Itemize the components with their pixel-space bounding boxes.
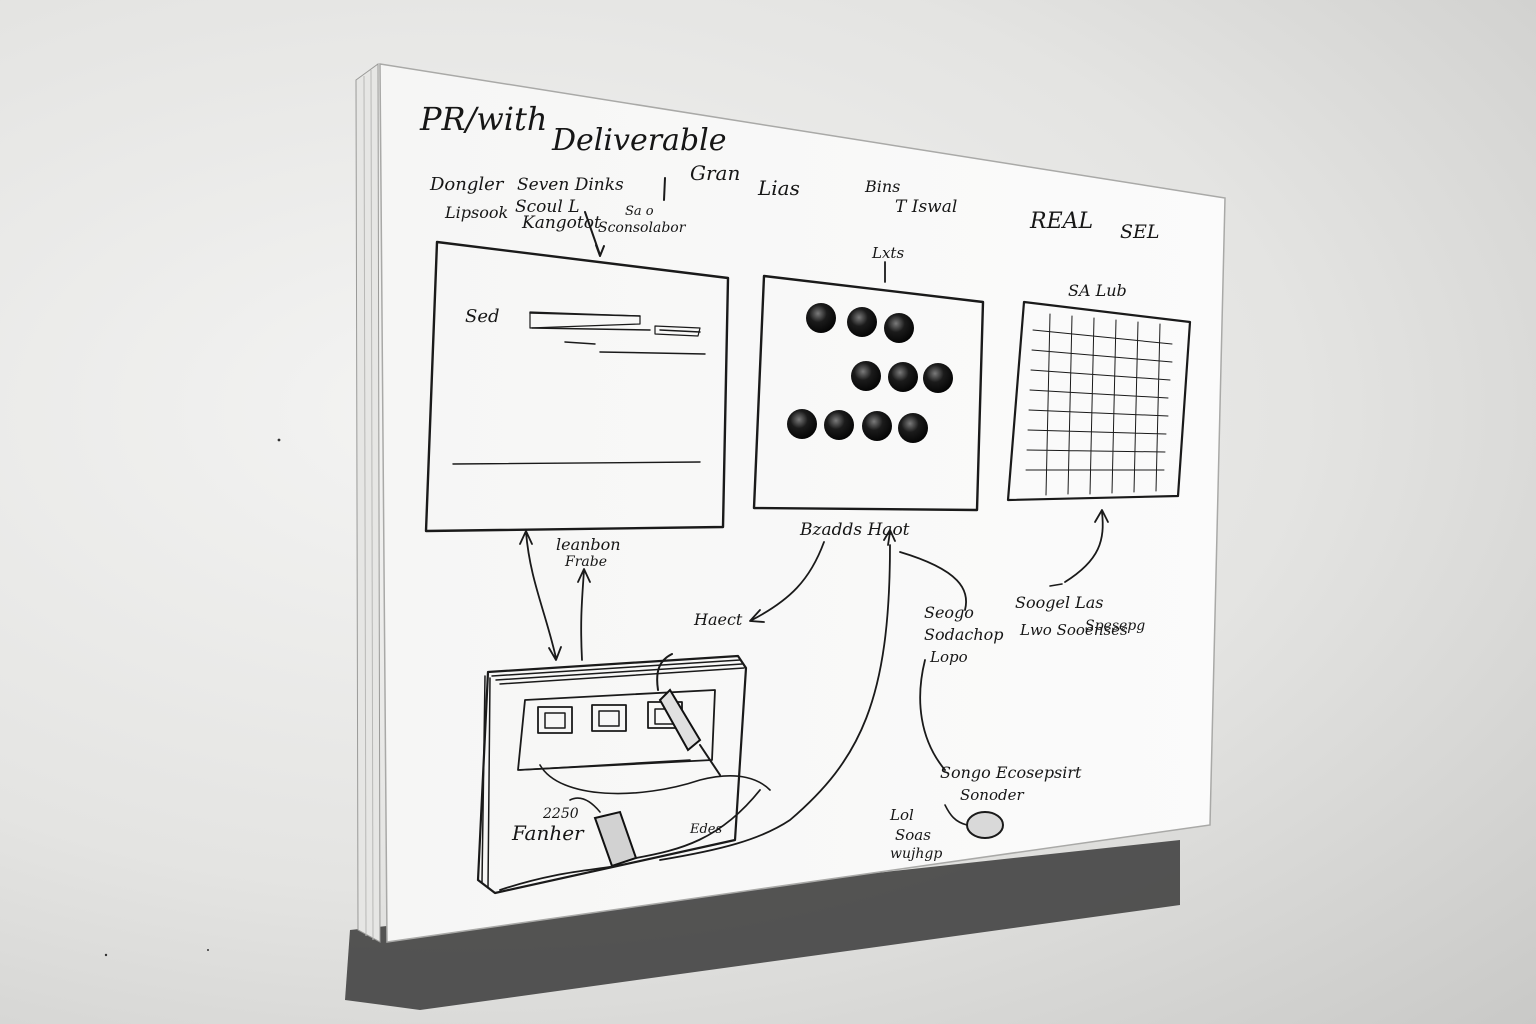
header-scribbles: PR/with Deliverable Dongler Lipsook Seve… xyxy=(419,100,1160,257)
heat-label: Haect xyxy=(693,610,743,629)
note-a1: Seogo xyxy=(924,603,974,622)
header-col1-b: Lipsook xyxy=(444,203,508,222)
device-window-2 xyxy=(591,704,627,732)
header-col2-c: Kangotot xyxy=(521,213,601,233)
board-edge xyxy=(355,63,381,943)
device-label-a: 2250 xyxy=(542,806,579,822)
panel-labels: leanbon Frabe Bzadds Haot Haect xyxy=(556,520,910,629)
note-d1: Lol xyxy=(889,806,914,824)
note-a3: Lopo xyxy=(929,648,968,666)
note-b1: Soogel Las xyxy=(1015,593,1104,612)
note-b3: Spesepg xyxy=(1085,618,1145,634)
header-right-b: T Iswal xyxy=(895,197,957,217)
note-b2: Lwo Sooenses xyxy=(1019,621,1128,639)
knob-cluster xyxy=(787,303,953,443)
header-far-b: SEL xyxy=(1120,221,1160,243)
note-d3: wujhgp xyxy=(890,846,942,862)
header-mid-a: Sa o xyxy=(625,204,654,219)
header-mid-b: Sconsolabor xyxy=(598,220,687,236)
panel-1-label-a: leanbon xyxy=(556,535,621,554)
title-left: PR/with xyxy=(419,100,548,138)
plug-sketch xyxy=(658,688,702,752)
device-label-b: Fanher xyxy=(511,821,585,845)
mouse-sketch xyxy=(944,804,1004,839)
panel-1-label: Sed xyxy=(465,306,500,327)
header-far-a: REAL xyxy=(1029,209,1093,234)
header-col3-b: Lias xyxy=(757,176,800,200)
panel-2: Lxts xyxy=(752,244,985,512)
panel-1-label-b: Frabe xyxy=(564,554,607,570)
note-c2: Sonoder xyxy=(960,786,1024,804)
header-col3-a: Gran xyxy=(690,161,740,185)
panel-3-top-label: SA Lub xyxy=(1068,281,1127,300)
panel-2-label: Bzadds Haot xyxy=(799,520,910,540)
note-c1: Songo Ecosepsirt xyxy=(940,763,1082,782)
note-d2: Soas xyxy=(895,826,931,844)
board-shadow xyxy=(345,840,1180,1010)
title-main: Deliverable xyxy=(551,123,726,158)
device-window-1 xyxy=(537,706,573,734)
panel-3: SA Lub xyxy=(1006,281,1192,502)
device-sketch: 2250 Fanher Edes xyxy=(476,653,771,895)
note-a2: Sodachop xyxy=(924,625,1004,644)
panel-1: Sed xyxy=(424,240,730,533)
notes-block: Seogo Sodachop Lopo Soogel Las Lwo Sooen… xyxy=(889,593,1145,862)
device-label-c: Edes xyxy=(689,822,723,837)
header-col2-b: Scoul L xyxy=(515,197,579,217)
header-col2-a: Seven Dinks xyxy=(517,175,624,195)
panel-2-top-label: Lxts xyxy=(871,244,904,262)
wall-specks xyxy=(104,438,281,957)
connector-arrows xyxy=(519,509,1109,861)
header-right-a: Bins xyxy=(864,177,900,196)
header-col1-a: Dongler xyxy=(429,174,505,195)
whiteboard-surface xyxy=(379,63,1226,943)
